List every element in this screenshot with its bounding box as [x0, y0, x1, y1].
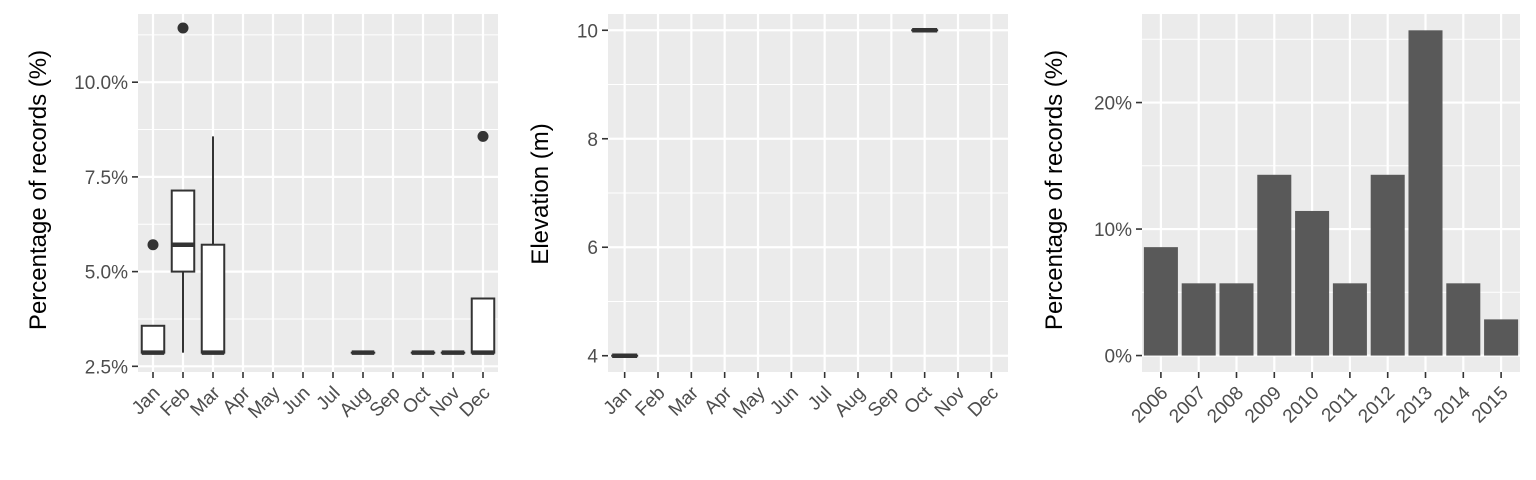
x-tick-label: Jun [278, 383, 315, 420]
x-tick-label: Sep [366, 383, 405, 422]
bar-2008 [1219, 283, 1254, 356]
x-tick-label: Feb [632, 383, 670, 421]
y-tick-label: 10.0% [74, 73, 128, 94]
y-axis-title: Percentage of records (%) [1041, 50, 1068, 330]
x-tick-label: Dec [964, 383, 1003, 422]
y-tick-label: 2.5% [85, 357, 128, 378]
bar-2013 [1408, 30, 1443, 356]
bar-2015 [1484, 319, 1519, 356]
y-axis-title: Elevation (m) [527, 123, 554, 264]
y-tick-label: 20% [1094, 94, 1132, 115]
bar-2012 [1370, 174, 1405, 356]
bar-2010 [1295, 210, 1330, 356]
y-tick-label: 7.5% [85, 168, 128, 189]
box-body [200, 243, 226, 354]
monthly-percentage-boxplot: Percentage of records (%) 2.5% 5.0% 7.5% 10… [25, 14, 498, 423]
outlier-point [477, 130, 489, 142]
x-tick-label: 2015 [1468, 383, 1513, 428]
bar-2009 [1257, 174, 1292, 356]
y-tick-label: 10% [1094, 220, 1132, 241]
y-tick-label: 0% [1105, 347, 1133, 368]
x-tick-label: Nov [931, 382, 970, 421]
box-mar [200, 136, 226, 355]
outlier-point [147, 239, 159, 251]
x-tick-label: Jun [766, 383, 803, 420]
bar-2014 [1446, 283, 1481, 356]
x-tick-label: Oct [900, 382, 936, 418]
box-feb [170, 22, 196, 353]
y-tick-label: 8 [587, 130, 598, 151]
x-tick-label: Jul [804, 383, 836, 415]
x-tick-label: 2006 [1128, 383, 1173, 428]
box-dec [470, 130, 496, 355]
x-tick-label: 2013 [1392, 383, 1437, 428]
box-jan [140, 239, 166, 355]
x-tick-label: Mar [665, 382, 703, 420]
x-tick-label: Mar [187, 382, 225, 420]
x-tick-label: Aug [831, 383, 870, 422]
x-tick-label: Sep [864, 383, 903, 422]
y-axis-title: Percentage of records (%) [25, 50, 52, 330]
yearly-percentage-barchart: Percentage of records (%) 0%10%20%200620… [1041, 14, 1520, 427]
x-tick-label: Nov [426, 382, 465, 421]
x-tick-label: 2014 [1430, 382, 1475, 427]
y-tick-label: 5.0% [85, 263, 128, 284]
outlier-point [177, 22, 189, 34]
x-tick-label: Feb [157, 383, 195, 421]
plot-background [138, 14, 498, 372]
x-tick-label: 2010 [1279, 383, 1324, 428]
x-tick-label: 2012 [1354, 383, 1399, 428]
box-body [140, 324, 166, 354]
x-tick-label: 2009 [1241, 383, 1286, 428]
box-body [170, 189, 196, 273]
y-tick-label: 4 [587, 347, 598, 368]
bar-2007 [1181, 283, 1216, 356]
bar-2011 [1332, 283, 1367, 356]
x-tick-label: 2011 [1318, 383, 1362, 427]
box-body [470, 297, 496, 354]
y-tick-label: 6 [587, 238, 598, 259]
x-tick-label: Apr [700, 382, 736, 418]
bar-2006 [1143, 247, 1178, 356]
x-tick-label: May [729, 382, 770, 423]
x-tick-label: 2007 [1165, 383, 1210, 428]
x-tick-label: Dec [456, 383, 495, 422]
x-tick-label: Jan [600, 383, 637, 420]
x-tick-label: 2008 [1203, 383, 1248, 428]
y-tick-label: 10 [577, 21, 598, 42]
x-tick-label: Aug [336, 383, 375, 422]
x-tick-label: Oct [399, 382, 435, 418]
x-tick-label: Jan [128, 383, 165, 420]
